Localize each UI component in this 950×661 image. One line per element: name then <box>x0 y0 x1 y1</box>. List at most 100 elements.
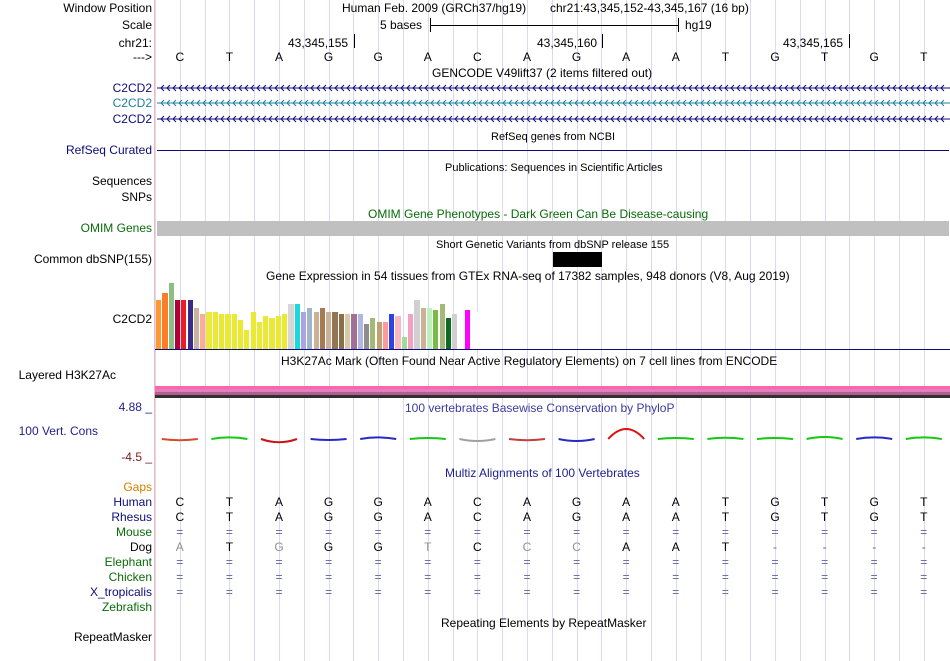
gtex-tissue-bar[interactable] <box>225 313 231 349</box>
gtex-tissue-bar[interactable] <box>237 320 244 349</box>
phylop-score-mark[interactable] <box>657 437 694 440</box>
species-label[interactable]: Chicken <box>108 570 152 584</box>
gtex-gene-label[interactable]: C2CD2 <box>112 312 152 326</box>
h3k27ac-label[interactable]: Layered H3K27Ac <box>18 368 116 382</box>
gtex-tissue-bar[interactable] <box>300 311 307 349</box>
gtex-tissue-bar[interactable] <box>376 322 382 349</box>
gtex-tissue-bar[interactable] <box>477 311 483 349</box>
species-label[interactable]: X_tropicalis <box>89 585 152 599</box>
phylop-title[interactable]: 100 vertebrates Basewise Conservation by… <box>405 401 675 415</box>
phylop-score-mark[interactable] <box>161 438 198 442</box>
gtex-tissue-bar[interactable] <box>471 309 477 349</box>
phylop-score-mark[interactable] <box>508 438 546 442</box>
gtex-tissue-bar[interactable] <box>187 299 193 349</box>
phylop-score-mark[interactable] <box>707 436 744 440</box>
gtex-tissue-bar[interactable] <box>414 299 420 349</box>
refseq-gene-line[interactable] <box>157 150 949 151</box>
h3k27ac-layer[interactable] <box>155 389 950 392</box>
gencode-title[interactable]: GENCODE V49lift37 (2 items filtered out) <box>432 66 653 80</box>
repeatmasker-label[interactable]: RepeatMasker <box>73 630 152 644</box>
phylop-plot[interactable] <box>155 418 950 458</box>
phylop-score-mark[interactable] <box>905 436 942 440</box>
gtex-tissue-bar[interactable] <box>439 303 445 349</box>
phylop-score-mark[interactable] <box>756 437 794 440</box>
gtex-bar-chart[interactable] <box>156 282 536 349</box>
gtex-tissue-bar[interactable] <box>445 318 452 349</box>
gtex-tissue-bar[interactable] <box>282 313 288 349</box>
gtex-tissue-bar[interactable] <box>489 342 496 349</box>
gtex-tissue-bar[interactable] <box>389 313 395 349</box>
gtex-tissue-bar[interactable] <box>458 307 464 349</box>
phylop-score-mark[interactable] <box>260 438 298 444</box>
h3k27ac-title[interactable]: H3K27Ac Mark (Often Found Near Active Re… <box>281 354 778 368</box>
gencode-item-label[interactable]: C2CD2 <box>112 81 152 95</box>
omim-title[interactable]: OMIM Gene Phenotypes - Dark Green Can Be… <box>368 207 709 221</box>
species-label[interactable]: Elephant <box>104 555 152 569</box>
gtex-tissue-bar[interactable] <box>275 316 281 349</box>
gencode-transcript[interactable] <box>157 84 950 92</box>
gtex-tissue-bar[interactable] <box>452 313 458 349</box>
gtex-tissue-bar[interactable] <box>420 307 426 349</box>
gtex-tissue-bar[interactable] <box>244 330 250 349</box>
phylop-score-mark[interactable] <box>806 436 843 440</box>
gtex-tissue-bar[interactable] <box>395 316 401 349</box>
gtex-tissue-bar[interactable] <box>263 316 269 349</box>
h3k27ac-layer[interactable] <box>155 392 950 395</box>
gtex-tissue-bar[interactable] <box>351 313 357 349</box>
gtex-tissue-bar[interactable] <box>162 293 168 349</box>
gtex-tissue-bar[interactable] <box>174 299 181 349</box>
gtex-tissue-bar[interactable] <box>370 318 376 349</box>
h3k27ac-layer[interactable] <box>155 395 950 398</box>
gtex-tissue-bar[interactable] <box>181 299 187 349</box>
gtex-tissue-bar[interactable] <box>168 283 174 349</box>
gtex-tissue-bar[interactable] <box>326 311 332 349</box>
gencode-item-label[interactable]: C2CD2 <box>112 96 152 110</box>
gtex-tissue-bar[interactable] <box>193 307 200 349</box>
omim-bar[interactable] <box>157 221 949 236</box>
gtex-tissue-bar[interactable] <box>363 324 370 349</box>
publications-label-sequences[interactable]: Sequences <box>91 174 152 188</box>
phylop-score-mark[interactable] <box>558 438 595 442</box>
phylop-score-mark[interactable] <box>459 438 496 442</box>
dbsnp-variant[interactable] <box>553 252 602 267</box>
gtex-tissue-bar[interactable] <box>307 307 313 349</box>
phylop-label[interactable]: 100 Vert. Cons <box>18 424 98 438</box>
publications-label-snps[interactable]: SNPs <box>121 190 152 204</box>
gtex-tissue-bar[interactable] <box>426 307 433 349</box>
species-label[interactable]: Zebrafish <box>101 600 152 614</box>
h3k27ac-layer[interactable] <box>155 386 950 389</box>
gtex-tissue-bar[interactable] <box>433 309 439 349</box>
gtex-tissue-bar[interactable] <box>250 311 256 349</box>
gtex-tissue-bar[interactable] <box>464 309 470 349</box>
dbsnp-title[interactable]: Short Genetic Variants from dbSNP releas… <box>436 239 670 251</box>
gtex-tissue-bar[interactable] <box>319 307 326 349</box>
species-label[interactable]: Rhesus <box>111 510 152 524</box>
species-label[interactable]: Dog <box>129 540 152 554</box>
gtex-tissue-bar[interactable] <box>332 311 338 349</box>
phylop-score-mark[interactable] <box>607 428 645 440</box>
species-label[interactable]: Mouse <box>115 525 152 539</box>
refseq-label[interactable]: RefSeq Curated <box>65 143 152 157</box>
refseq-title[interactable]: RefSeq genes from NCBI <box>491 131 616 143</box>
gtex-tissue-bar[interactable] <box>483 309 489 349</box>
publications-title[interactable]: Publications: Sequences in Scientific Ar… <box>445 162 663 174</box>
multiz-title[interactable]: Multiz Alignments of 100 Vertebrates <box>445 466 640 480</box>
gtex-tissue-bar[interactable] <box>156 299 162 349</box>
gtex-tissue-bar[interactable] <box>401 336 407 349</box>
gtex-tissue-bar[interactable] <box>269 318 275 349</box>
gtex-tissue-bar[interactable] <box>382 322 389 349</box>
gtex-tissue-bar[interactable] <box>357 313 363 349</box>
gtex-tissue-bar[interactable] <box>200 313 206 349</box>
phylop-score-mark[interactable] <box>856 436 893 440</box>
gtex-tissue-bar[interactable] <box>256 322 263 349</box>
gtex-tissue-bar[interactable] <box>345 313 351 349</box>
gtex-tissue-bar[interactable] <box>206 311 212 349</box>
gtex-tissue-bar[interactable] <box>294 303 300 349</box>
phylop-score-mark[interactable] <box>409 437 446 440</box>
gencode-transcript[interactable] <box>157 115 950 123</box>
phylop-score-mark[interactable] <box>360 436 397 440</box>
dbsnp-label[interactable]: Common dbSNP(155) <box>33 252 152 266</box>
gtex-tissue-bar[interactable] <box>288 303 294 349</box>
gtex-tissue-bar[interactable] <box>219 313 225 349</box>
gtex-tissue-bar[interactable] <box>231 313 237 349</box>
